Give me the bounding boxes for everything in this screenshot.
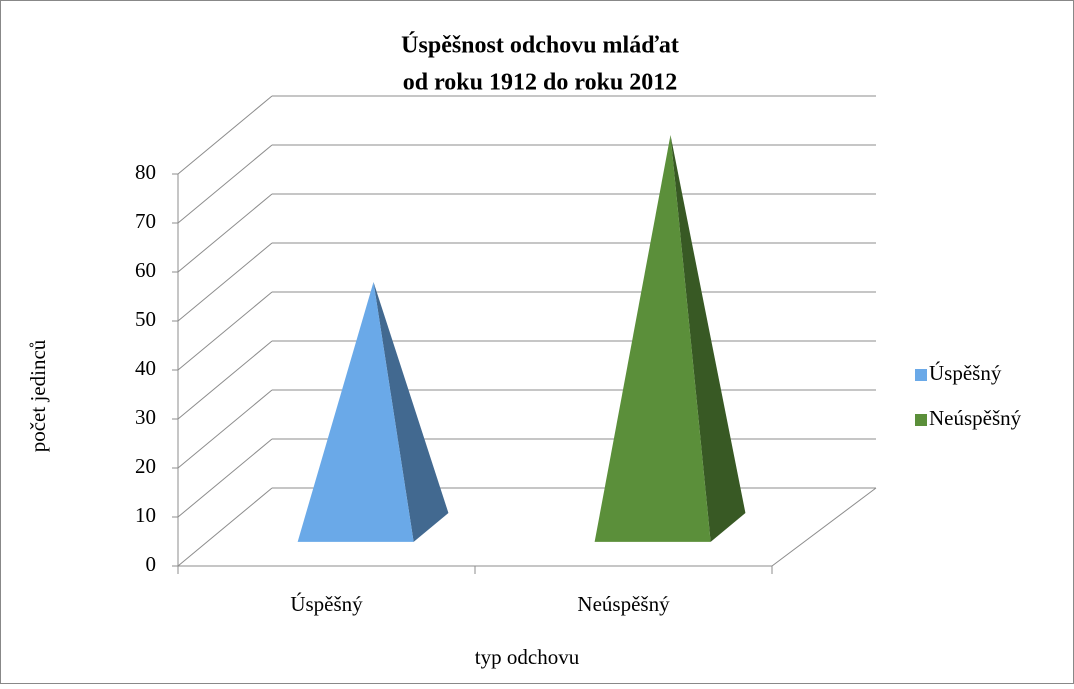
y-tick-label: 60 bbox=[135, 258, 156, 282]
y-axis-title: počet jedinců bbox=[26, 339, 50, 452]
legend-label: Úspěšný bbox=[929, 361, 1002, 385]
pyramid-side bbox=[373, 282, 449, 542]
grid-line bbox=[177, 95, 273, 175]
x-tick-label: Neúspěšný bbox=[577, 592, 670, 616]
pyramid bbox=[594, 135, 746, 542]
grid-line bbox=[177, 144, 273, 224]
y-tick-label: 30 bbox=[135, 405, 156, 429]
legend-swatch bbox=[915, 414, 927, 426]
grid-line bbox=[177, 242, 273, 322]
y-tick-label: 50 bbox=[135, 307, 156, 331]
pyramid-side bbox=[670, 135, 746, 542]
y-tick-label: 40 bbox=[135, 356, 156, 380]
grid-line bbox=[177, 340, 273, 420]
y-tick-label: 0 bbox=[146, 552, 157, 576]
chart-title: od roku 1912 do roku 2012 bbox=[403, 70, 678, 96]
y-tick-label: 80 bbox=[135, 160, 156, 184]
grid-line bbox=[177, 291, 273, 371]
x-axis-title: typ odchovu bbox=[475, 645, 580, 669]
floor-edge bbox=[771, 487, 877, 567]
chart-title: Úspěšnost odchovu mláďat bbox=[401, 33, 679, 59]
x-tick-label: Úspěšný bbox=[290, 592, 363, 616]
y-tick-label: 20 bbox=[135, 454, 156, 478]
y-tick-label: 70 bbox=[135, 209, 156, 233]
pyramid-front bbox=[594, 135, 711, 542]
grid-line bbox=[177, 487, 273, 567]
legend-swatch bbox=[915, 369, 927, 381]
grid-line bbox=[177, 193, 273, 273]
y-tick-label: 10 bbox=[135, 503, 156, 527]
pyramid-front bbox=[297, 282, 414, 542]
grid-line bbox=[177, 438, 273, 518]
pyramid bbox=[297, 282, 449, 542]
grid-line bbox=[177, 389, 273, 469]
legend-label: Neúspěšný bbox=[929, 406, 1022, 430]
